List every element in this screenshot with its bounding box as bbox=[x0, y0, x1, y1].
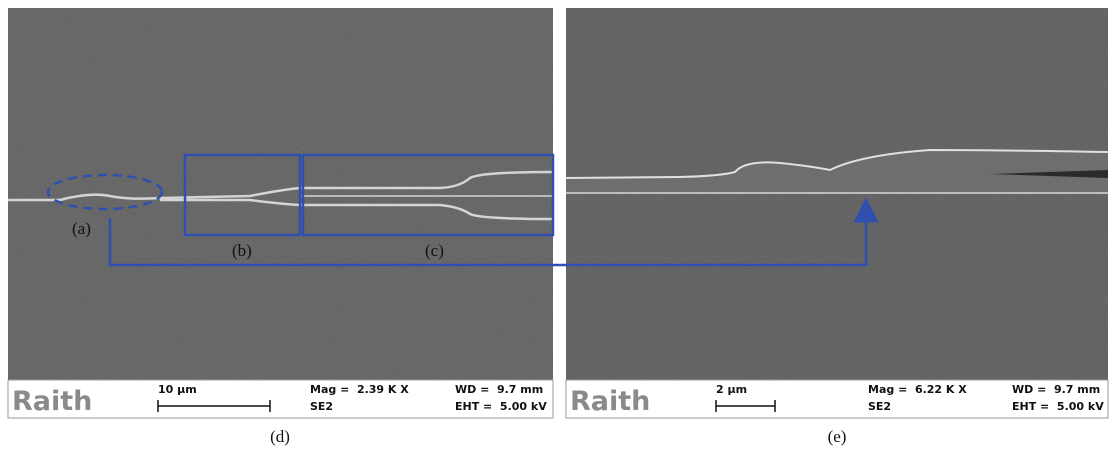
panel-e: Raith 2 µm Mag = 6.22 K X SE2 WD = 9.7 m… bbox=[566, 8, 1108, 446]
label-c: (c) bbox=[425, 241, 444, 260]
brand: Raith bbox=[12, 386, 92, 417]
label-a: (a) bbox=[72, 219, 91, 238]
label-b: (b) bbox=[232, 241, 252, 260]
caption-d: (d) bbox=[270, 427, 290, 446]
panel-d: (a) (b) (c) Raith 10 µm Mag = 2.39 K X S… bbox=[8, 8, 553, 446]
eht: EHT = 5.00 kV bbox=[455, 400, 547, 413]
scale-label: 10 µm bbox=[158, 383, 197, 396]
wd: WD = 9.7 mm bbox=[455, 383, 543, 396]
mag: Mag = 6.22 K X bbox=[868, 383, 967, 396]
detector: SE2 bbox=[310, 400, 333, 413]
caption-e: (e) bbox=[828, 427, 847, 446]
detector: SE2 bbox=[868, 400, 891, 413]
brand: Raith bbox=[570, 386, 650, 417]
scale-label: 2 µm bbox=[716, 383, 747, 396]
mag: Mag = 2.39 K X bbox=[310, 383, 409, 396]
figure: (a) (b) (c) Raith 10 µm Mag = 2.39 K X S… bbox=[0, 0, 1111, 449]
eht: EHT = 5.00 kV bbox=[1012, 400, 1104, 413]
wd: WD = 9.7 mm bbox=[1012, 383, 1100, 396]
